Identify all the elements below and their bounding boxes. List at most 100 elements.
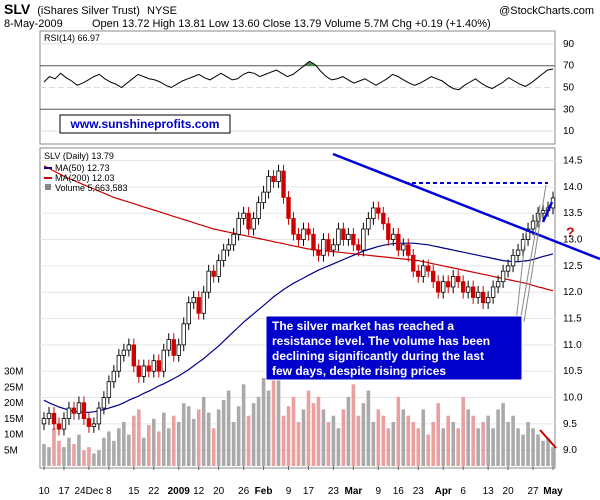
x-tick-label: 12 (193, 486, 205, 497)
candle-body (156, 360, 161, 372)
resistance-trendline (332, 152, 600, 261)
volume-bar (72, 444, 76, 466)
candle-body (361, 228, 366, 251)
candle-body (71, 407, 77, 414)
ma50-line (43, 242, 554, 413)
volume-bar (411, 422, 416, 466)
legend-volume-swatch (45, 184, 51, 190)
ma50-path (43, 242, 554, 413)
price-tick-label: 10.0 (563, 393, 583, 404)
volume-bar (266, 390, 271, 466)
volume-bar (516, 428, 520, 466)
volume-bar (466, 409, 470, 466)
volume-bar (456, 428, 460, 466)
volume-bar (421, 409, 426, 466)
candle-body (321, 239, 326, 256)
candle-body (181, 323, 186, 346)
candle-body (66, 407, 72, 420)
rsi-tick-label: 30 (563, 104, 575, 115)
candle-body (426, 265, 431, 272)
x-tick-label: 24Dec (74, 486, 103, 497)
candle-body (480, 291, 486, 304)
volume-bar (296, 422, 301, 466)
volume-bar (536, 434, 540, 466)
volume-bar (446, 415, 451, 466)
candle-body (41, 418, 47, 425)
x-tick-label: 20 (503, 486, 515, 497)
volume-bar (226, 390, 231, 466)
candle-body (196, 297, 201, 314)
volume-bar (231, 422, 236, 466)
candle-body (161, 349, 166, 372)
candle-body (176, 344, 181, 356)
callout-line-2 (519, 204, 541, 323)
candle-body (311, 233, 316, 251)
candle-body (236, 218, 241, 235)
red-down-tick (539, 429, 557, 449)
volume-bar (316, 396, 321, 466)
x-tick-label: Mar (344, 486, 362, 497)
volume-bar (186, 406, 191, 466)
candle-body (301, 228, 306, 240)
x-tick-label: 9 (376, 486, 382, 497)
volume-bar (236, 406, 241, 466)
price-legend: SLV (Daily) 13.79 MA(50) 12.73 MA(200) 1… (44, 151, 128, 193)
volume-bar (67, 437, 71, 466)
x-axis: 10 17 24Dec 8 15 22 2009 12 20 26 Feb 9 17 23 Mar 9 16 23… (38, 466, 563, 497)
volume-bar (371, 422, 376, 466)
volume-bar (127, 434, 131, 466)
volume-y-axis: 30M 25M 20M 15M 10M 5M (4, 367, 23, 457)
candle-body (460, 281, 466, 293)
candle-body (356, 244, 361, 251)
volume-bar (416, 428, 421, 466)
candle-body (465, 286, 471, 293)
rsi-tick-label: 10 (563, 126, 575, 137)
volume-tick-label: 30M (4, 367, 23, 378)
candle-body (116, 354, 122, 372)
volume-bar (151, 418, 156, 466)
volume-bar (77, 434, 81, 466)
volume-bar (171, 415, 176, 466)
volume-bar (441, 428, 446, 466)
candle-body (231, 233, 236, 246)
candle-body (171, 339, 176, 356)
candle-body (101, 397, 107, 409)
volume-bar (426, 434, 431, 466)
volume-bar (82, 450, 86, 466)
volume-bar (511, 415, 515, 466)
volume-bar (122, 422, 126, 466)
volume-bar (406, 415, 411, 466)
candle-body (111, 370, 117, 383)
candle-body (316, 249, 321, 256)
volume-bar (286, 406, 291, 466)
candle-body (131, 344, 137, 367)
volume-bar (142, 437, 146, 466)
candle-body (136, 365, 142, 377)
header-date: 8-May-2009 (4, 18, 63, 30)
header-quote: Open 13.72 High 13.81 Low 13.60 Close 13… (92, 18, 491, 30)
volume-tick-label: 5M (4, 445, 18, 456)
volume-bar (506, 422, 510, 466)
volume-bars (42, 371, 555, 466)
price-y-axis: 14.5 14.0 13.5 13.0 12.5 12.0 11.5 11.0 10.5 10.0… (563, 156, 583, 457)
candle-body (331, 244, 336, 251)
volume-bar (97, 450, 101, 466)
candle-body (401, 244, 406, 251)
volume-bar (291, 396, 296, 466)
candle-body (266, 175, 271, 193)
candle-body (151, 360, 156, 372)
x-tick-label: 6 (460, 486, 466, 497)
watermark-text: www.sunshineprofits.com (70, 117, 220, 131)
price-tick-label: 11.5 (563, 314, 582, 325)
volume-bar (521, 434, 525, 466)
candle-body (490, 286, 496, 298)
price-tick-label: 14.0 (563, 182, 583, 193)
candle-body (76, 402, 82, 414)
volume-bar (336, 428, 341, 466)
x-tick-label: 17 (58, 486, 70, 497)
candle-body (396, 233, 401, 251)
volume-bar (181, 403, 186, 466)
rsi-label: RSI(14) 66.97 (44, 33, 100, 43)
volume-bar (481, 422, 485, 466)
